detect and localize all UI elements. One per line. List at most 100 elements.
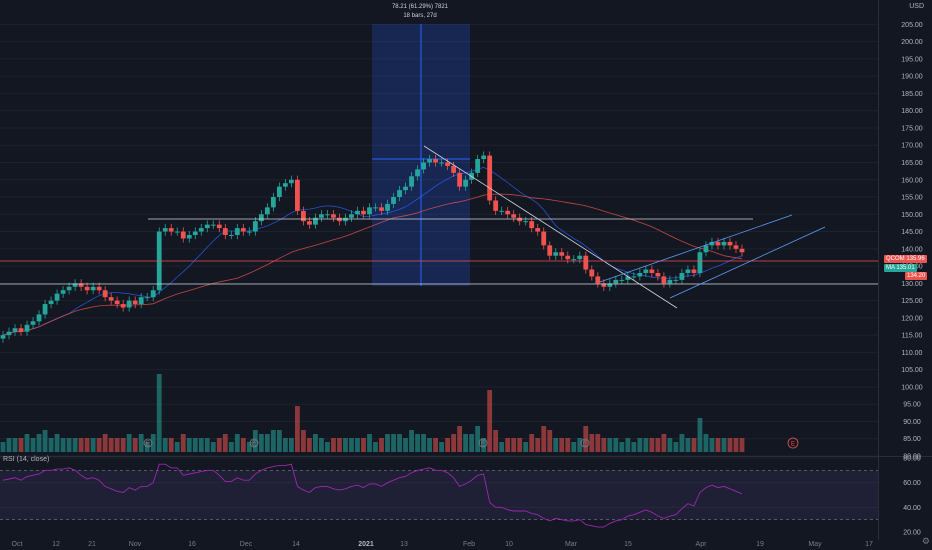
candle-body <box>228 235 234 236</box>
volume-bar <box>475 426 481 452</box>
time-tick-label: Feb <box>463 541 475 548</box>
volume-bar <box>54 434 60 452</box>
candle-body <box>517 217 523 222</box>
time-tick-label: 21 <box>88 541 96 548</box>
volume-bar <box>349 438 354 452</box>
candle-body <box>0 335 6 339</box>
volume-bar <box>421 434 426 452</box>
volume-bar <box>667 438 673 452</box>
volume-bar <box>18 438 24 452</box>
candle-body <box>126 300 132 308</box>
measure-box[interactable] <box>372 24 470 286</box>
candle-body <box>739 248 745 253</box>
candle-body <box>54 293 60 301</box>
volume-bar <box>288 438 294 452</box>
gear-icon[interactable]: ⚙ <box>921 536 930 546</box>
volume-bar <box>379 438 384 452</box>
candle-body <box>571 259 577 261</box>
candle-body <box>343 217 348 222</box>
upcoming-earnings-label: E <box>791 442 795 448</box>
volume-bar <box>367 434 372 452</box>
time-axis[interactable]: Oct 12 21 Nov 16 Dec 14 2021 13 Feb 10 Mar 15 Apr 19 Ma… <box>12 541 873 548</box>
price-tick-label: 180.00 <box>901 108 923 115</box>
volume-bar <box>222 434 228 452</box>
candle-body <box>84 286 90 291</box>
price-tick-label: 120.00 <box>901 315 923 322</box>
candle-body <box>511 214 517 218</box>
volume-bar <box>613 438 619 452</box>
volume-bar <box>258 434 264 452</box>
candle-body <box>427 159 432 163</box>
price-tick-label: 105.00 <box>901 367 923 374</box>
volume-bar <box>264 434 270 452</box>
candle-body <box>421 162 426 170</box>
price-tick-label: 90.00 <box>903 419 921 426</box>
volume-bar <box>427 438 432 452</box>
volume-bar <box>252 430 258 452</box>
volume-bar <box>234 434 240 452</box>
volume-bar <box>343 438 348 452</box>
volume-bar <box>457 426 463 452</box>
volume-bar <box>150 434 156 452</box>
volume-bar <box>469 434 475 452</box>
volume-bar <box>72 438 78 452</box>
rsi-tick-label: 40.00 <box>903 505 921 512</box>
last-price-tag: 134.20 <box>905 272 928 280</box>
trend-lines[interactable] <box>0 145 878 309</box>
time-tick-label: 17 <box>865 541 873 548</box>
candle-body <box>373 207 378 209</box>
rsi-indicator-label[interactable]: RSI (14, close) <box>3 456 50 463</box>
candle-body <box>487 155 493 201</box>
volume-bar <box>216 438 222 452</box>
rsi-line <box>2 463 743 528</box>
volume-bar <box>517 438 523 452</box>
candle-body <box>210 224 216 226</box>
candle-body <box>505 210 511 215</box>
candlesticks <box>0 151 745 343</box>
volume-bar <box>727 438 733 452</box>
candle-body <box>625 276 631 280</box>
volume-bar <box>733 438 739 452</box>
candle-body <box>192 231 198 235</box>
candle-body <box>661 276 667 284</box>
volume-bar <box>643 438 649 452</box>
candle-body <box>355 210 360 215</box>
volume-bar <box>661 434 667 452</box>
candle-body <box>433 159 438 163</box>
volume-bar <box>415 434 420 452</box>
candle-body <box>721 241 727 246</box>
candle-body <box>715 241 721 246</box>
candle-body <box>559 252 565 256</box>
candle-body <box>475 159 481 173</box>
volume-bar <box>505 438 511 452</box>
volume-bar <box>679 434 685 452</box>
symbol-label: QCOM <box>886 256 905 262</box>
price-axis[interactable]: 205.00 200.00 195.00 190.00 185.00 180.00 175.… <box>901 22 923 537</box>
volume-bar <box>361 438 366 452</box>
volume-bar <box>547 430 553 452</box>
volume-bar <box>559 438 565 452</box>
volume-bar <box>156 374 162 452</box>
candle-body <box>547 245 553 256</box>
volume-bar <box>403 438 408 452</box>
currency-label[interactable]: USD <box>909 3 924 10</box>
earnings-event-label: E <box>252 441 257 448</box>
time-tick-label: 13 <box>400 541 408 548</box>
time-tick-label: 19 <box>756 541 764 548</box>
price-tick-label: 85.00 <box>903 436 921 443</box>
candle-body <box>553 252 559 256</box>
candle-body <box>108 297 114 301</box>
candle-body <box>733 245 739 249</box>
candle-body <box>523 221 529 223</box>
candle-body <box>307 221 312 225</box>
candle-body <box>331 214 336 218</box>
time-tick-label: 12 <box>52 541 60 548</box>
volume-bar <box>270 430 276 452</box>
price-tick-label: 175.00 <box>901 125 923 132</box>
candle-body <box>180 231 186 239</box>
candle-body <box>403 186 408 191</box>
candle-body <box>78 283 84 287</box>
volume-bar <box>385 434 390 452</box>
